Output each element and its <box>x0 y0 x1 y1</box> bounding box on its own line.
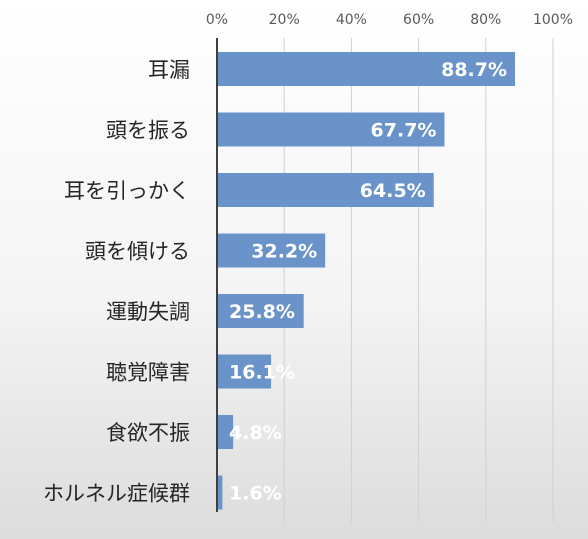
gridlines <box>283 38 554 522</box>
data-labels: 88.7% 67.7% 64.5% 32.2% 25.8% 16.1% 4.8% 1.6% <box>229 59 507 505</box>
x-tick-label: 100% <box>533 12 573 28</box>
bar <box>217 52 516 86</box>
data-label: 64.5% <box>360 180 426 202</box>
category-label: 食欲不振 <box>106 421 190 445</box>
category-label: ホルネル症候群 <box>43 482 190 506</box>
data-label: 88.7% <box>441 59 507 81</box>
category-label: 聴覚障害 <box>106 361 190 385</box>
bar <box>217 233 326 268</box>
data-label: 4.8% <box>229 422 282 444</box>
category-label: 頭を振る <box>106 119 190 143</box>
bar <box>217 354 272 389</box>
x-tick-labels: 0% 20% 40% 60% 80% 100% <box>206 12 573 28</box>
x-tick-label: 20% <box>269 12 300 28</box>
category-label: 耳を引っかく <box>64 179 190 203</box>
data-label: 32.2% <box>251 241 317 263</box>
bar <box>217 475 223 510</box>
data-label: 67.7% <box>371 120 437 142</box>
x-tick-label: 60% <box>403 12 434 28</box>
bar <box>217 415 234 449</box>
category-label: 耳漏 <box>148 58 190 82</box>
data-label: 25.8% <box>229 301 295 323</box>
x-tick-label: 0% <box>206 12 228 28</box>
bar <box>217 112 445 147</box>
data-label: 16.1% <box>229 362 295 384</box>
bar <box>217 173 434 207</box>
category-label: 頭を傾ける <box>85 240 190 264</box>
x-tick-label: 80% <box>470 12 501 28</box>
category-label: 運動失調 <box>106 300 190 324</box>
x-tick-label: 40% <box>336 12 367 28</box>
bars <box>217 52 516 510</box>
data-label: 1.6% <box>229 483 282 505</box>
bar <box>217 294 304 328</box>
